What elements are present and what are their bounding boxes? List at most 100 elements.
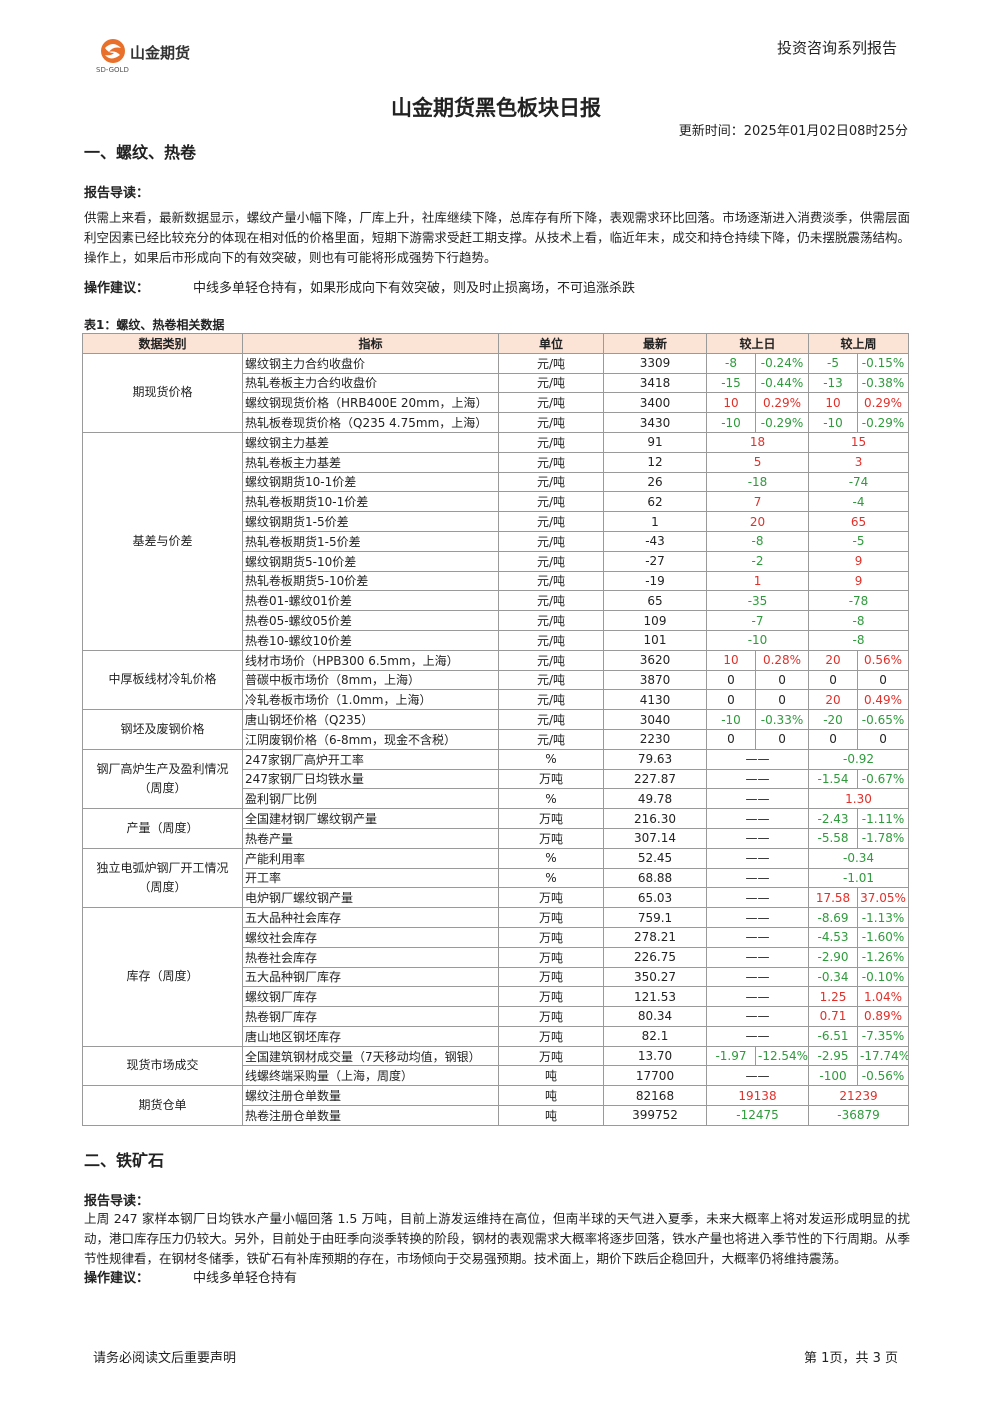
unit-cell: 万吨 — [498, 827, 604, 849]
latest-cell: 3040 — [603, 709, 707, 730]
week-change-cell: -5 — [808, 530, 910, 552]
day-change-cell: -10 — [705, 629, 810, 651]
unit-cell: 元/吨 — [498, 491, 604, 513]
indicator-cell: 开工率 — [242, 867, 499, 889]
week-change-cell: -4.53 — [808, 926, 859, 948]
group-cell: 现货市场成交 — [82, 1045, 243, 1087]
day-change-cell: -15 — [706, 372, 756, 394]
indicator-cell: 冷轧卷板市场价（1.0mm，上海） — [242, 689, 499, 711]
unit-cell: 元/吨 — [498, 352, 604, 374]
header-cell: 最新 — [603, 333, 707, 354]
logo: 山金期货 SD-GOLD — [96, 39, 190, 74]
latest-cell: 1 — [603, 511, 707, 532]
unit-cell: 元/吨 — [498, 570, 604, 592]
week-change-cell: -1.78% — [857, 827, 910, 849]
day-change-cell: —— — [705, 1025, 810, 1047]
group-cell: 产量（周度） — [82, 808, 243, 849]
latest-cell: 65.03 — [603, 887, 707, 909]
indicator-cell: 线螺终端采购量（上海，周度） — [242, 1065, 499, 1087]
day-change-cell: -2 — [705, 550, 810, 572]
week-change-cell: 0 — [808, 669, 859, 691]
unit-cell: 元/吨 — [498, 471, 604, 493]
table-row: 螺纹钢期货10-1价差 元/吨 26 -18 -74 — [83, 471, 910, 493]
week-change-cell: -7.35% — [857, 1025, 910, 1047]
week-change-cell: -2.90 — [808, 946, 859, 968]
day-change-cell: —— — [705, 1065, 810, 1087]
group-cell: 期现货价格 — [82, 352, 243, 433]
table-row: 热卷10-螺纹10价差 元/吨 101 -10 -8 — [83, 629, 910, 651]
week-change-cell: -0.38% — [857, 372, 910, 394]
unit-cell: 元/吨 — [498, 412, 604, 433]
day-change-cell: 10 — [706, 649, 756, 671]
latest-cell: 278.21 — [603, 926, 707, 948]
unit-cell: 万吨 — [498, 966, 604, 988]
indicator-cell: 五大品种社会库存 — [242, 907, 499, 928]
week-change-cell: -4 — [808, 491, 910, 513]
week-change-cell: 0.29% — [857, 392, 910, 414]
unit-cell: 万吨 — [498, 887, 604, 909]
day-change-cell: —— — [705, 986, 810, 1008]
indicator-cell: 螺纹钢主力基差 — [242, 431, 499, 453]
latest-cell: 3870 — [603, 669, 707, 691]
day-change-cell: -18 — [705, 471, 810, 493]
series-label: 投资咨询系列报告 — [776, 39, 897, 57]
table-row: 螺纹钢期货1-5价差 元/吨 1 20 65 — [83, 511, 910, 532]
latest-cell: 399752 — [603, 1105, 707, 1126]
unit-cell: 万吨 — [498, 907, 604, 928]
table-row: 钢厂高炉生产及盈利情况（周度） 247家钢厂高炉开工率% 79.63 —— -0.92 — [82, 748, 910, 810]
unit-cell: 万吨 — [498, 808, 604, 829]
header-cell: 数据类别 — [82, 333, 243, 354]
unit-cell: 元/吨 — [498, 550, 604, 572]
latest-cell: 2230 — [603, 728, 707, 750]
week-change-cell: -74 — [808, 471, 910, 493]
week-change-cell: 10 — [808, 392, 859, 414]
table-body: 期现货价格 螺纹钢主力合约收盘价 元/吨 3309 -8 -0.24% -5 -0.15% 热轧… — [82, 352, 910, 1126]
table-row: 螺纹钢厂库存 万吨 121.53 —— 1.25 1.04% — [83, 986, 910, 1008]
day-change-cell: 0 — [754, 689, 810, 711]
day-change-cell: —— — [705, 946, 810, 968]
indicator-cell: 247家钢厂日均铁水量 — [242, 768, 499, 790]
unit-cell: 元/吨 — [498, 372, 604, 394]
table-row: 螺纹钢期货5-10价差 元/吨 -27 -2 9 — [83, 550, 910, 572]
week-change-cell: 0.71 — [808, 1006, 859, 1027]
unit-cell: 元/吨 — [498, 689, 604, 711]
week-change-cell: -0.92 — [808, 748, 910, 770]
indicator-cell: 螺纹社会库存 — [242, 926, 499, 948]
unit-cell: 元/吨 — [498, 709, 604, 730]
logo-mark — [101, 39, 125, 63]
week-change-cell: 15 — [808, 431, 910, 453]
week-change-cell: 20 — [808, 649, 859, 671]
week-change-cell: -0.56% — [857, 1065, 910, 1087]
indicator-cell: 螺纹钢厂库存 — [242, 986, 499, 1008]
week-change-cell: -17.74% — [857, 1045, 910, 1067]
day-change-cell: -12.54% — [754, 1045, 810, 1067]
week-change-cell: 0.56% — [857, 649, 910, 671]
day-change-cell: 5 — [705, 451, 810, 473]
latest-cell: 79.63 — [603, 748, 707, 770]
unit-cell: % — [498, 867, 604, 889]
unit-cell: 元/吨 — [498, 669, 604, 691]
unit-cell: % — [498, 788, 604, 810]
unit-cell: 元/吨 — [498, 728, 604, 750]
table-row: 热轧卷板主力合约收盘价 元/吨 3418 -15 -0.44% -13 -0.38% — [83, 372, 910, 394]
latest-cell: 3620 — [603, 649, 707, 671]
table-row: 热轧卷板主力基差 元/吨 12 5 3 — [83, 451, 910, 473]
unit-cell: 元/吨 — [498, 451, 604, 473]
week-change-cell: -0.15% — [857, 352, 910, 374]
day-change-cell: —— — [705, 966, 810, 988]
latest-cell: 12 — [603, 451, 707, 473]
unit-cell: 吨 — [498, 1065, 604, 1087]
table-row: 热轧卷板期货1-5价差 元/吨 -43 -8 -5 — [83, 530, 910, 552]
indicator-cell: 热卷钢厂库存 — [242, 1006, 499, 1027]
day-change-cell: —— — [705, 887, 810, 909]
table-row: 基差与价差 螺纹钢主力基差 元/吨 91 18 15 — [82, 431, 910, 651]
indicator-cell: 电炉钢厂螺纹钢产量 — [242, 887, 499, 909]
doc-title: 山金期货黑色板块日报 — [391, 96, 601, 120]
week-change-cell: 0 — [857, 728, 910, 750]
week-change-cell: -0.67% — [857, 768, 910, 790]
latest-cell: 350.27 — [603, 966, 707, 988]
week-change-cell: -1.13% — [857, 907, 910, 928]
indicator-cell: 热轧卷板期货1-5价差 — [242, 530, 499, 552]
day-change-cell: -8 — [705, 530, 810, 552]
